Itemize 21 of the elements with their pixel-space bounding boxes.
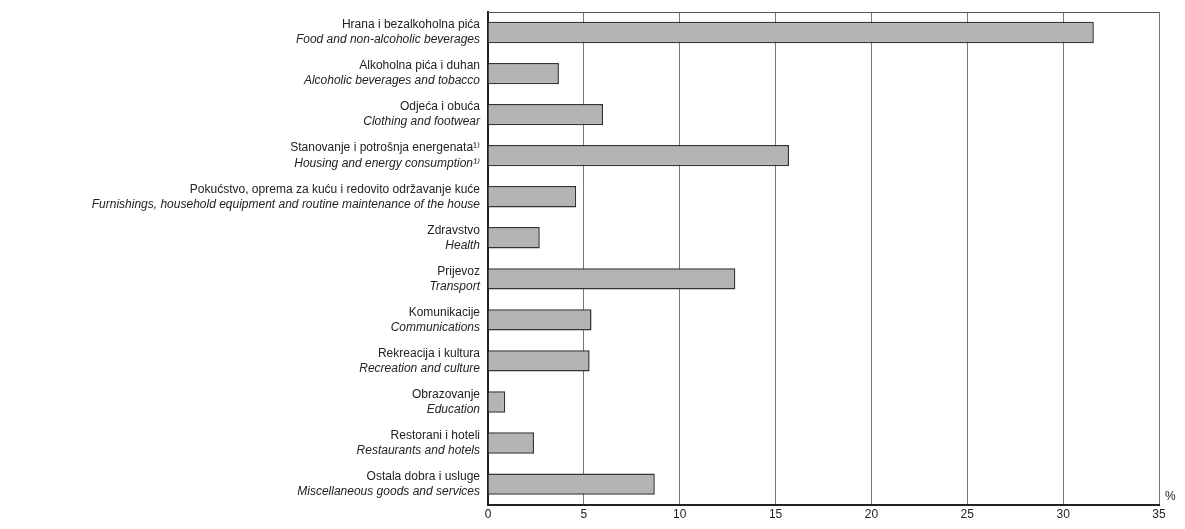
x-axis-title: % xyxy=(1165,488,1176,503)
y-tick-label: Pokućstvo, oprema za kuću i redovito održavanje kuće Furnishings, household equipment and routine maintenance of the house xyxy=(91,181,481,211)
x-tick-label: 25 xyxy=(960,507,975,522)
x-tick-label: 20 xyxy=(864,507,879,522)
y-tick-label: Ostala dobra i usluge Miscellaneous goods and services xyxy=(297,468,481,498)
x-tick-label: 0 xyxy=(484,507,492,522)
y-tick-label: Alkoholna pića i duhan Alcoholic beverages and tobacco xyxy=(302,58,481,88)
x-tick-label: 10 xyxy=(673,507,687,522)
y-tick-label: Prijevoz Transport xyxy=(429,263,481,293)
y-tick-label: Rekreacija i kultura Recreation and culture xyxy=(359,345,481,375)
y-tick-label: Stanovanje i potrošnja energenata¹⁾ Housing and energy consumption¹⁾ xyxy=(290,140,481,170)
y-tick-label: Komunikacije Communications xyxy=(390,304,481,334)
x-tick-label: 35 xyxy=(1152,507,1166,522)
y-tick-label: Hrana i bezalkoholna pića Food and non-alcoholic beverages xyxy=(295,17,481,47)
y-tick-label: Odjeća i obuća Clothing and footwear xyxy=(363,99,481,129)
y-tick-label: Zdravstvo Health xyxy=(427,222,481,252)
x-tick-label: 5 xyxy=(580,507,588,522)
y-tick-label: Obrazovanje Education xyxy=(411,386,481,416)
x-tick-label: 30 xyxy=(1056,507,1071,522)
y-tick-label: Restorani i hoteli Restaurants and hotels xyxy=(356,427,480,457)
x-tick-label: 15 xyxy=(768,507,783,522)
